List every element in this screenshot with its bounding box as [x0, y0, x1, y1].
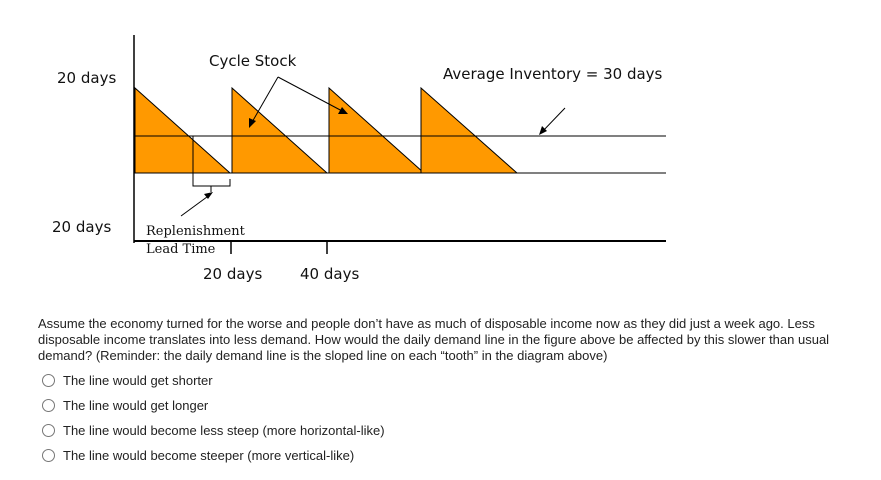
inventory-sawtooth-diagram: Cycle Stock Average Inventory = 30 days …	[52, 35, 666, 283]
average-inventory-arrow	[540, 107, 566, 134]
arrowhead-icon	[249, 118, 256, 128]
answer-option[interactable]: The line would become less steep (more h…	[42, 418, 385, 443]
arrowhead-icon	[539, 126, 547, 135]
arrowhead-icon	[338, 107, 348, 114]
x-tick-label-2: 40 days	[300, 265, 359, 283]
inventory-tooth-4	[420, 86, 519, 174]
question-text: Assume the economy turned for the worse …	[38, 316, 830, 363]
inventory-tooth-2	[231, 86, 329, 174]
lead-time-label: Lead Time	[146, 242, 216, 257]
radio-button-icon[interactable]	[42, 399, 55, 412]
average-inventory-label: Average Inventory = 30 days	[443, 65, 663, 83]
cycle-stock-label: Cycle Stock	[209, 52, 297, 70]
answer-options: The line would get shorter The line woul…	[42, 368, 385, 468]
replenishment-label: Replenishment	[146, 224, 246, 239]
answer-option[interactable]: The line would get longer	[42, 393, 385, 418]
cycle-stock-arrow-1	[250, 76, 279, 125]
answer-option[interactable]: The line would become steeper (more vert…	[42, 443, 385, 468]
answer-option-label: The line would get shorter	[63, 373, 213, 388]
radio-button-icon[interactable]	[42, 449, 55, 462]
y-axis-top-label: 20 days	[57, 69, 116, 87]
replenishment-arrow	[180, 193, 212, 217]
arrowhead-icon	[204, 192, 213, 199]
inventory-tooth-1	[134, 86, 232, 174]
answer-option-label: The line would become steeper (more vert…	[63, 448, 355, 463]
radio-button-icon[interactable]	[42, 424, 55, 437]
radio-button-icon[interactable]	[42, 374, 55, 387]
answer-option-label: The line would become less steep (more h…	[63, 423, 385, 438]
inventory-tooth-3	[328, 86, 426, 174]
x-tick-label-1: 20 days	[203, 265, 262, 283]
y-axis-bottom-label: 20 days	[52, 218, 111, 236]
cycle-stock-arrow-2	[277, 76, 345, 113]
answer-option-label: The line would get longer	[63, 398, 209, 413]
answer-option[interactable]: The line would get shorter	[42, 368, 385, 393]
